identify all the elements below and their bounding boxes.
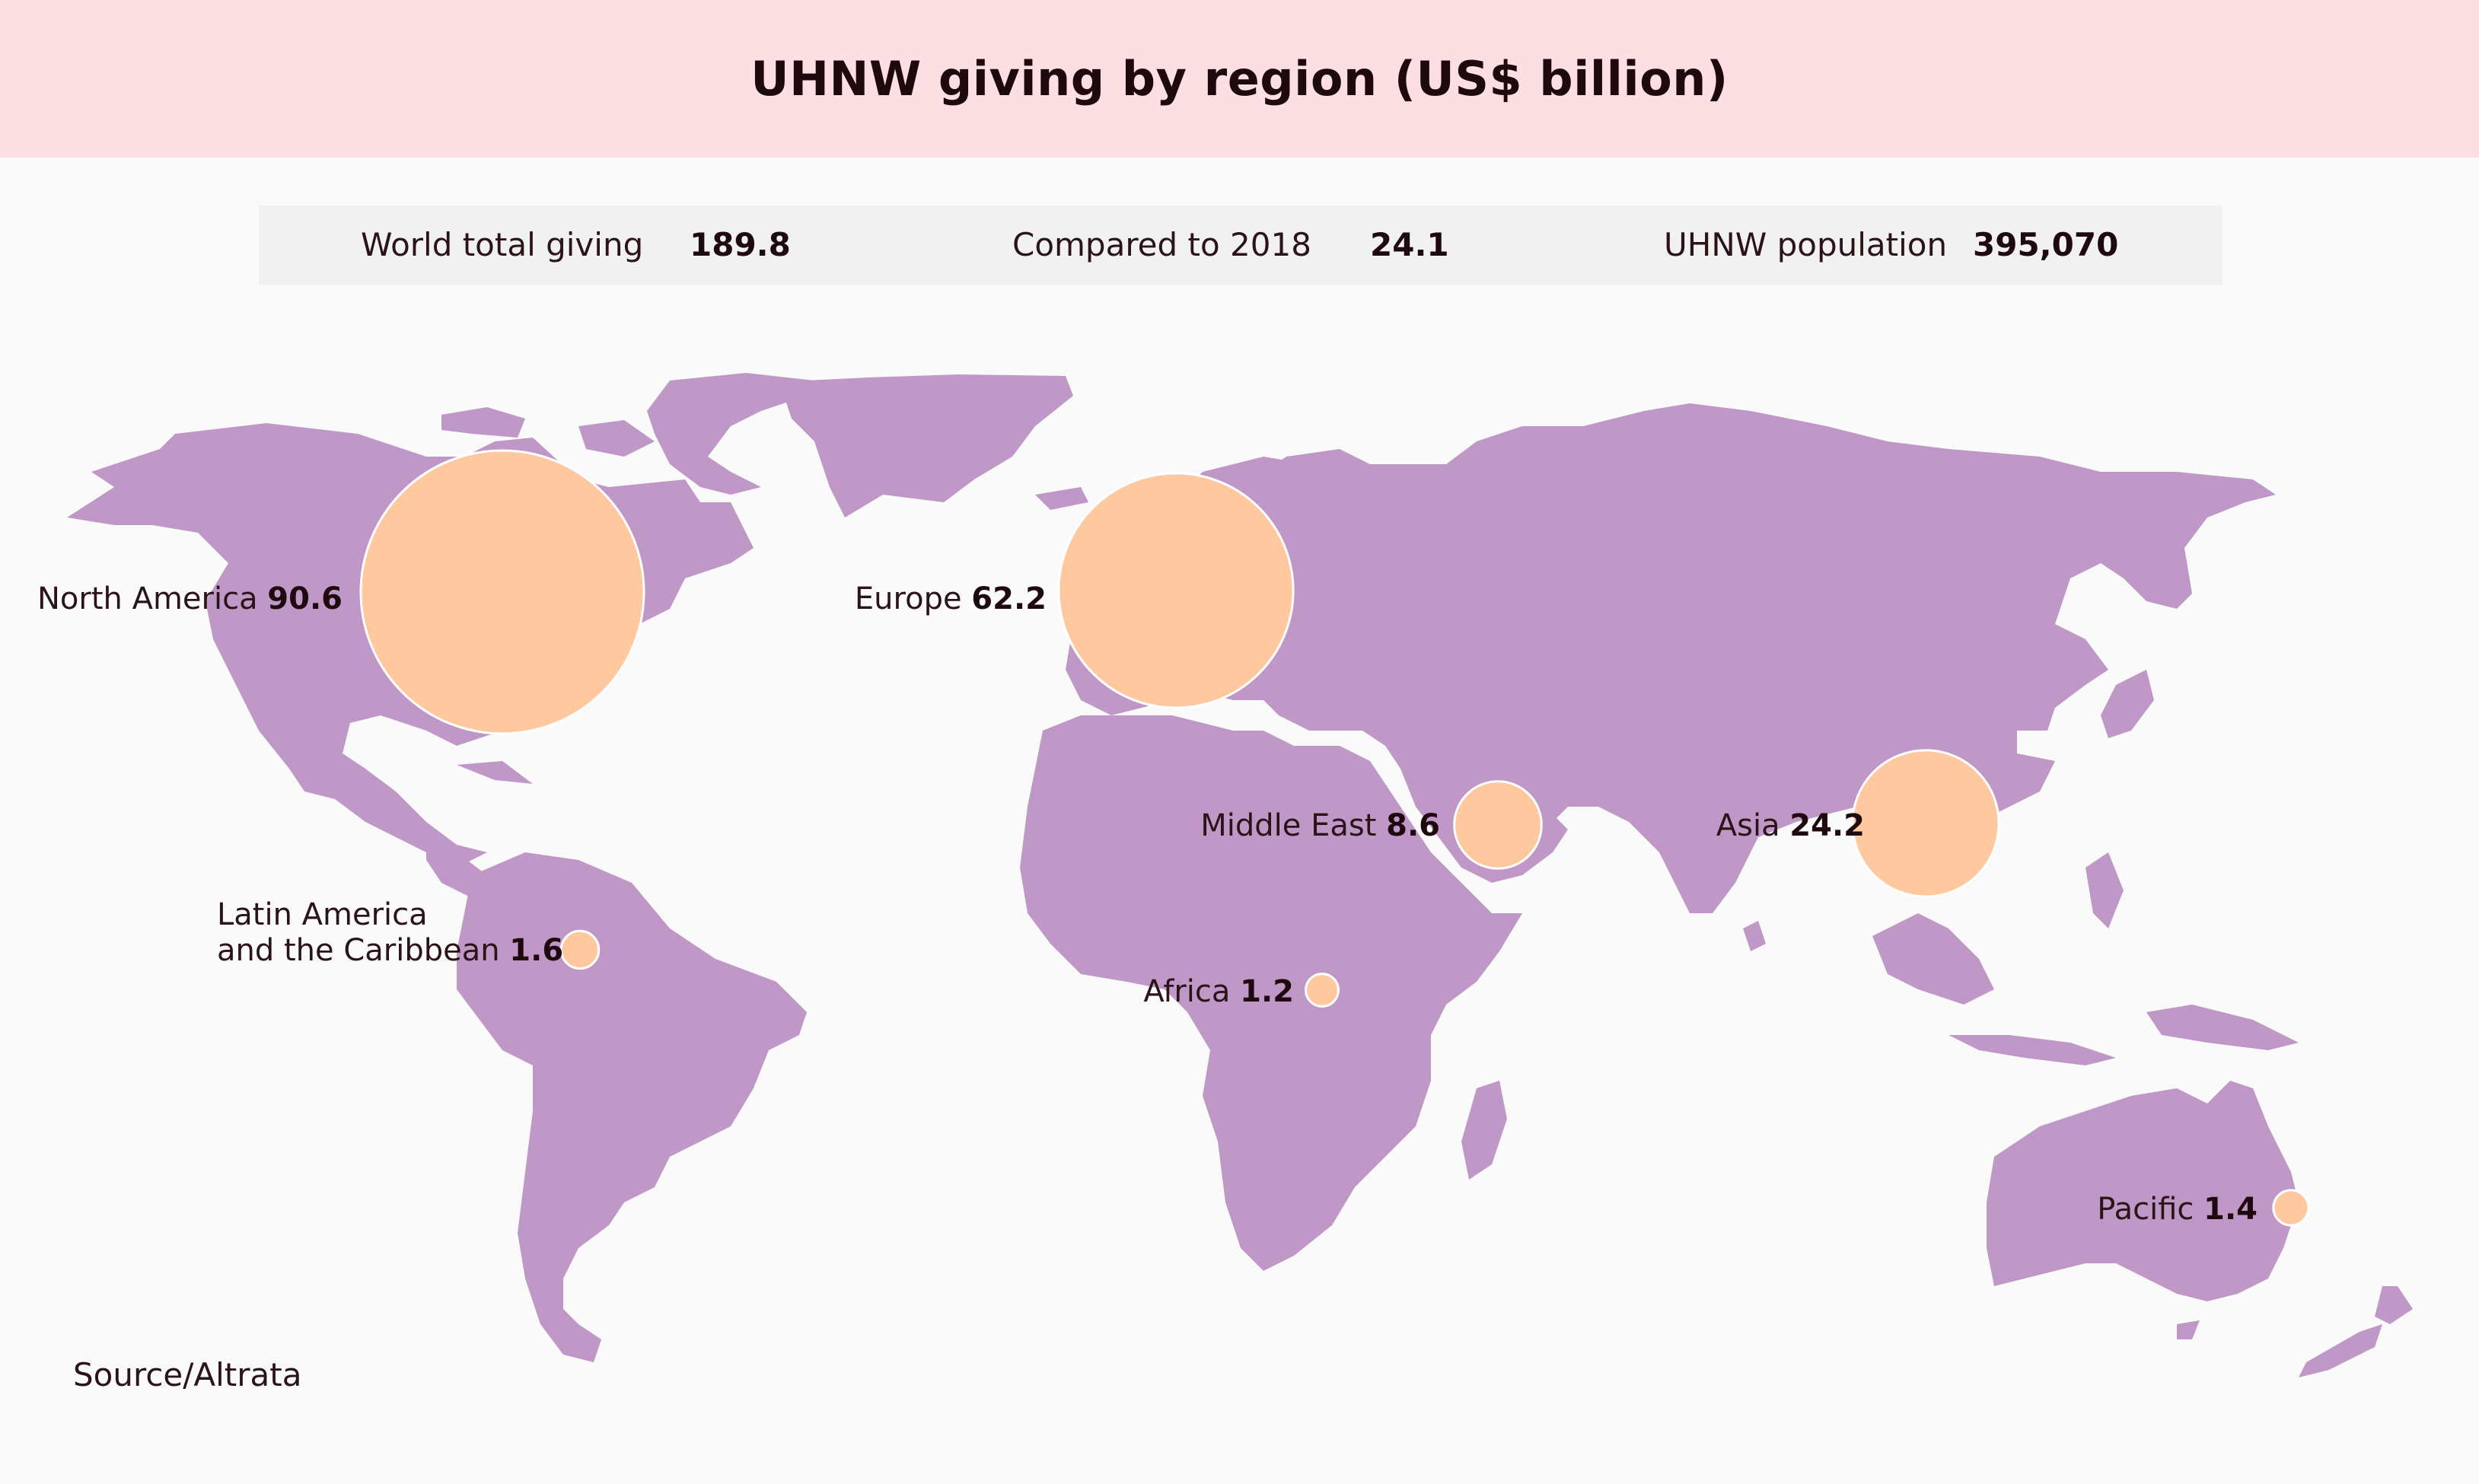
map-title: UHNW giving by region (US$ billion) xyxy=(750,51,1729,107)
bubble-circle-asia xyxy=(1852,750,1999,897)
bubble-outline-latin-america-and-the-caribbean xyxy=(559,929,601,970)
stat-value-compared-2018: 24.1 xyxy=(1370,226,1449,263)
land-caribbean xyxy=(457,761,533,784)
bubble-outline-asia xyxy=(1851,749,2000,898)
label-middle-east: Middle East 8.6 xyxy=(1200,808,1440,843)
region-bubbles xyxy=(359,449,2310,1227)
bubble-circle-pacific xyxy=(2273,1189,2309,1226)
land-new-zealand-north xyxy=(2375,1286,2413,1324)
land-sri-lanka xyxy=(1743,921,1766,951)
land-madagascar xyxy=(1461,1081,1507,1180)
land-tasmania xyxy=(2177,1320,2200,1339)
bubble-circle-latin-america-and-the-caribbean xyxy=(561,931,599,969)
land-arctic-islands-3 xyxy=(578,420,655,457)
land-arctic-islands-2 xyxy=(441,407,525,438)
source-note: Source/Altrata xyxy=(73,1356,302,1393)
bubble-circle-middle-east xyxy=(1454,781,1542,869)
stats-bar: World total giving 189.8 Compared to 201… xyxy=(259,205,2222,285)
land-philippines xyxy=(2085,852,2124,928)
stat-label-uhnw-population: UHNW population xyxy=(1664,226,1948,263)
label-asia: Asia 24.2 xyxy=(1716,808,1865,843)
bubble-europe xyxy=(1057,472,1295,709)
name-pacific: Pacific xyxy=(2097,1192,2203,1227)
land-new-zealand-south xyxy=(2299,1324,2382,1377)
label-africa: Africa 1.2 xyxy=(1143,974,1294,1009)
header-band: UHNW giving by region (US$ billion) xyxy=(0,0,2479,158)
bubble-latin-america-and-the-caribbean xyxy=(559,929,601,970)
value-europe: 62.2 xyxy=(971,581,1047,616)
bubble-outline-middle-east xyxy=(1453,780,1543,870)
stat-label-world-total: World total giving xyxy=(361,226,644,263)
bubble-circle-africa xyxy=(1305,973,1339,1007)
label-north-america: North America 90.6 xyxy=(37,581,343,616)
name-europe: Europe xyxy=(855,581,971,616)
region-labels: North America 90.6 Europe 62.2 Middle East… xyxy=(37,581,2258,1227)
value-asia: 24.2 xyxy=(1789,808,1865,843)
value-north-america: 90.6 xyxy=(267,581,343,616)
bubble-middle-east xyxy=(1453,780,1543,870)
bubble-circle-europe xyxy=(1058,473,1294,709)
land-south-america xyxy=(457,852,807,1362)
bubble-asia xyxy=(1851,749,2000,898)
label-pacific: Pacific 1.4 xyxy=(2097,1192,2258,1227)
name-middle-east: Middle East xyxy=(1200,808,1386,843)
land-japan xyxy=(2101,670,2154,738)
bubble-outline-pacific xyxy=(2272,1189,2310,1227)
label-europe: Europe 62.2 xyxy=(855,581,1047,616)
bubble-outline-africa xyxy=(1305,973,1340,1008)
label-line-latin-america-and-the-caribbean-2: and the Caribbean xyxy=(217,933,509,968)
bubble-africa xyxy=(1305,973,1340,1008)
value-latin-america-and-the-caribbean: 1.6 xyxy=(509,933,563,968)
bubble-outline-north-america xyxy=(359,449,645,735)
value-middle-east: 8.6 xyxy=(1386,808,1440,843)
bubble-circle-north-america xyxy=(361,451,644,734)
value-africa: 1.2 xyxy=(1240,974,1294,1009)
value-pacific: 1.4 xyxy=(2203,1192,2258,1227)
label-latin-america-and-the-caribbean: Latin America and the Caribbean 1.6 xyxy=(217,897,563,968)
land-indonesia xyxy=(1948,1035,2116,1065)
bubble-north-america xyxy=(359,449,645,735)
bubble-pacific xyxy=(2272,1189,2310,1227)
name-africa: Africa xyxy=(1143,974,1240,1009)
stat-value-world-total: 189.8 xyxy=(690,226,791,263)
stat-value-uhnw-population: 395,070 xyxy=(1973,226,2119,263)
stat-label-compared-2018: Compared to 2018 xyxy=(1012,226,1311,263)
land-greenland xyxy=(784,374,1073,517)
label-line-latin-america-and-the-caribbean-1: Latin America xyxy=(217,897,428,932)
land-arctic-islands xyxy=(647,373,814,495)
land-australia xyxy=(1987,1081,2299,1301)
name-north-america: North America xyxy=(37,581,267,616)
name-asia: Asia xyxy=(1716,808,1790,843)
land-new-guinea xyxy=(2146,1005,2299,1050)
bubble-outline-europe xyxy=(1057,472,1295,709)
land-southeast-asia xyxy=(1872,913,1994,1005)
land-africa xyxy=(1020,715,1522,1271)
land-iceland xyxy=(1035,487,1088,510)
